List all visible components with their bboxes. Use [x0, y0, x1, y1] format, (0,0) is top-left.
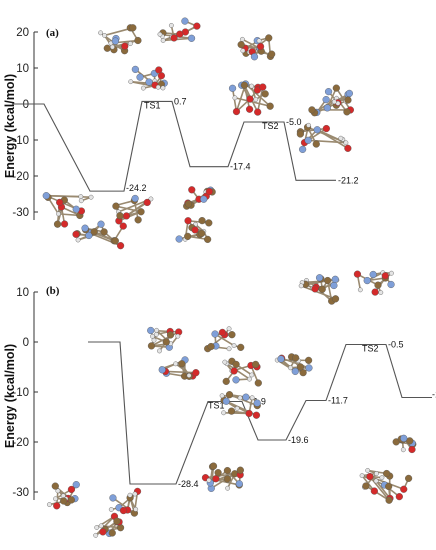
state-label: TS1	[144, 100, 161, 110]
y-tick-label: 0	[23, 337, 29, 349]
molecule-icon	[147, 326, 183, 354]
molecule-icon	[274, 353, 313, 377]
molecule-icon	[108, 487, 142, 517]
y-axis-label: Energy (kcal/mol)	[3, 344, 17, 448]
panel-label: (a)	[46, 27, 59, 39]
state-label: TS2	[262, 121, 279, 131]
molecule-icon	[46, 481, 80, 510]
molecule-icon	[157, 17, 201, 43]
energy-value-label: -5.0	[286, 117, 302, 127]
y-tick-label: -30	[12, 487, 29, 499]
molecule-icon	[219, 391, 261, 419]
y-tick-label: 20	[16, 27, 29, 39]
molecule-icon	[158, 356, 200, 380]
state-label: TS2	[362, 344, 379, 354]
energy-value-label: -19.6	[288, 435, 309, 445]
energy-value-label: -0.5	[388, 340, 404, 350]
y-axis-label: Energy (kcal/mol)	[3, 74, 17, 178]
energy-value-label: -24.2	[126, 183, 147, 193]
molecule-icon	[175, 217, 213, 243]
molecule-icon	[72, 220, 127, 250]
molecule-icon	[296, 122, 352, 153]
molecule-icon	[353, 270, 395, 296]
state-label: TS1	[208, 401, 225, 411]
energy-profile-line	[88, 341, 432, 485]
molecule-icon	[183, 186, 216, 210]
molecule-icon	[298, 274, 340, 305]
molecule-icon	[201, 462, 244, 492]
molecule-icon	[42, 192, 94, 228]
y-tick-label: 10	[16, 63, 29, 75]
molecule-icon	[308, 84, 354, 117]
energy-value-label: 0.7	[174, 96, 187, 106]
y-tick-label: -30	[12, 207, 29, 219]
y-tick-label: -10	[12, 135, 29, 147]
molecule-images	[42, 17, 417, 538]
y-tick-label: -20	[12, 437, 29, 449]
energy-value-label: -28.4	[178, 479, 199, 489]
molecule-icon	[222, 357, 262, 387]
panel-a: 20 10 0 -10 -20 -30 Energy (kcal/mol) (a) -24.2 0…	[3, 27, 359, 220]
molecule-icon	[228, 80, 274, 116]
energy-profile-line	[12, 100, 336, 192]
molecule-icon	[392, 434, 417, 454]
y-tick-label: -20	[12, 171, 29, 183]
energy-value-label: -11.7	[328, 396, 348, 406]
energy-value-label: -21.2	[338, 175, 359, 185]
panel-label: (b)	[46, 285, 60, 297]
y-tick-label: 0	[23, 99, 29, 111]
molecule-icon	[359, 468, 413, 504]
molecule-icon	[93, 512, 125, 538]
energy-value-label: -17.4	[230, 162, 251, 172]
molecule-icon	[112, 194, 154, 225]
molecule-icon	[98, 24, 142, 55]
y-tick-label: -10	[12, 387, 29, 399]
molecule-icon	[237, 34, 276, 61]
molecule-icon	[204, 326, 245, 353]
molecule-icon	[128, 65, 168, 91]
energy-value-label: -11.1	[432, 390, 436, 400]
panel-b: 10 0 -10 -20 -30 Energy (kcal/mol) (b) -28.4 -11…	[3, 285, 436, 500]
y-tick-label: 10	[16, 287, 29, 299]
